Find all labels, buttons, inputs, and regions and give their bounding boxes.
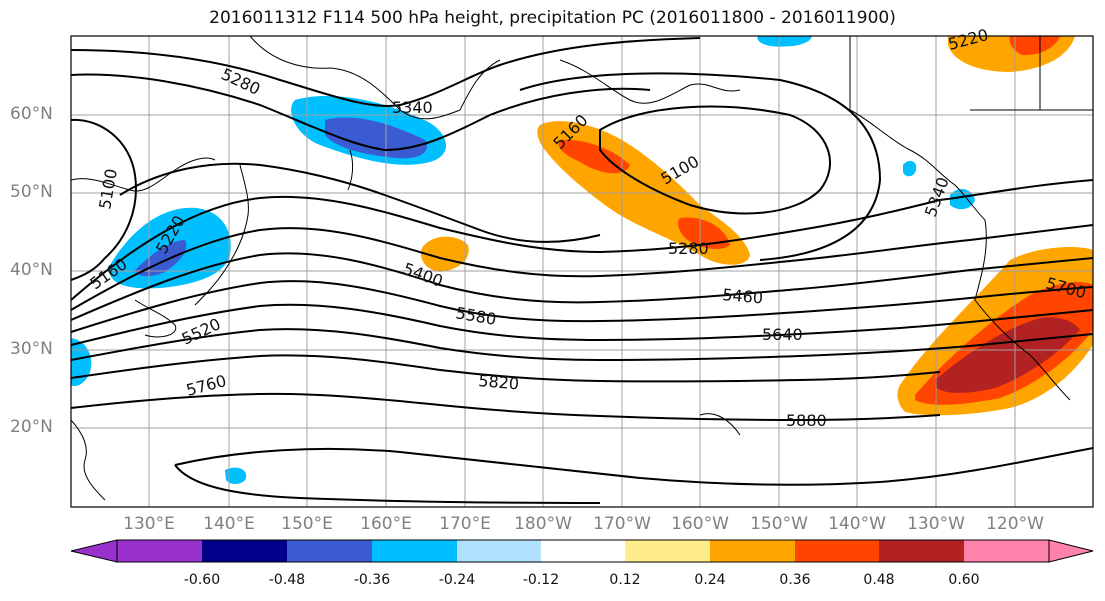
contour-label: 5880 [786,411,827,430]
colorbar-swatch [117,540,202,562]
contour-label: 5460 [722,285,764,307]
colorbar-label: 0.12 [609,572,641,588]
colorbar-label: -0.36 [353,572,391,588]
colorbar-extend-low [70,539,118,563]
contour-label: 5640 [762,325,803,344]
lon-label: 170°W [593,514,651,534]
lon-label: 170°E [439,514,491,534]
precip-positive-area [420,236,469,272]
precip-negative-area [950,188,975,210]
colorbar-extend-high [1048,539,1094,563]
colorbar-label: -0.48 [268,572,306,588]
colorbar-swatch [287,540,372,562]
colorbar-swatch [541,540,625,562]
precip-positive-core [677,217,730,250]
contour-label: 5340 [392,98,433,117]
lon-label: 160°E [360,514,412,534]
lon-label: 150°W [750,514,808,534]
colorbar-swatch [710,540,795,562]
colorbar-swatch [457,540,541,562]
lat-label: 20°N [10,417,53,437]
lon-label: 150°E [281,514,333,534]
precip-negative-area [757,36,812,47]
colorbar-label: 0.60 [948,572,980,588]
precip-positive-core [558,139,630,174]
map-frame [70,35,1094,508]
colorbar-swatch [202,540,287,562]
colorbar-swatch [625,540,710,562]
lat-label: 40°N [10,260,53,280]
precip-positive-core [1009,36,1060,56]
colorbar-label: 0.24 [694,572,726,588]
colorbar-swatch [964,540,1049,562]
colorbar-label: -0.60 [183,572,221,588]
coastlines [70,35,1093,501]
lat-label: 30°N [10,339,53,359]
contour-label: 5280 [668,239,709,258]
colorbar [70,539,1094,563]
lon-label: 120°W [986,514,1044,534]
lon-label: 130°E [123,514,175,534]
colorbar-swatch [879,540,964,562]
lon-label: 140°E [203,514,255,534]
colorbar-swatch [795,540,879,562]
precip-negative-area [225,467,247,484]
lon-label: 160°W [671,514,729,534]
height-contours [70,37,1094,504]
precip-negative-core [135,240,187,277]
colorbar-label: 0.36 [779,572,811,588]
contour-label: 5820 [478,371,520,393]
colorbar-label: 0.48 [863,572,895,588]
lon-label: 180°W [514,514,572,534]
colorbar-label: -0.24 [438,572,476,588]
colorbar-swatch [372,540,457,562]
lat-label: 50°N [10,182,53,202]
lon-label: 130°W [907,514,965,534]
precip-negative-area [903,160,917,177]
colorbar-frame [116,539,1050,563]
map-title: 2016011312 F114 500 hPa height, precipit… [209,8,896,28]
precip-positive-heavy [935,317,1080,393]
lon-label: 140°W [828,514,886,534]
lat-label: 60°N [10,104,53,124]
colorbar-label: -0.12 [522,572,560,588]
